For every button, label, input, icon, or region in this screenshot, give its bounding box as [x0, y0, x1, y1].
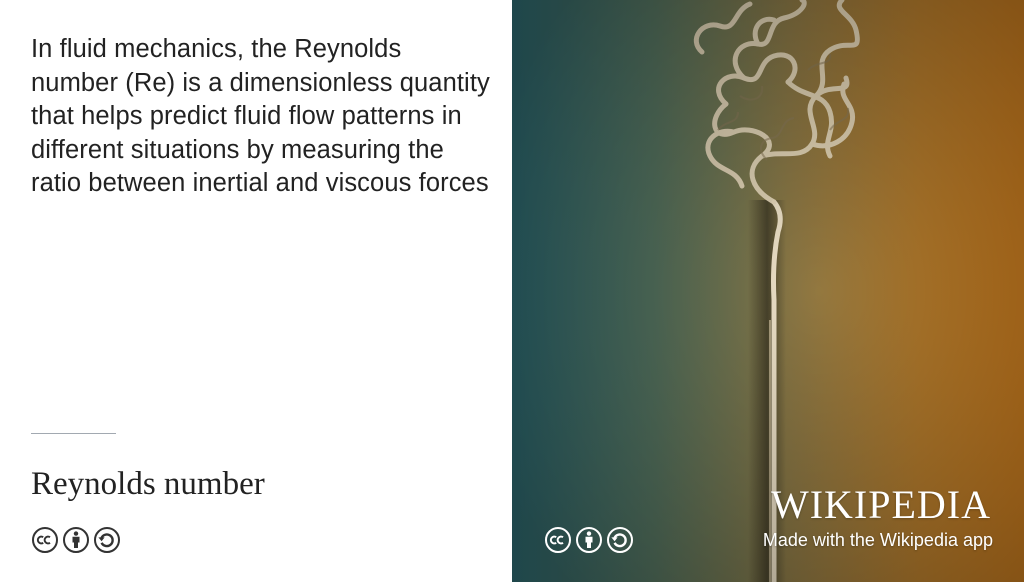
article-extract: In fluid mechanics, the Reynolds number … [31, 35, 490, 198]
license-icons [31, 526, 121, 554]
license-icons-photo [544, 526, 634, 554]
wikipedia-wordmark: WIKIPEDIA [770, 482, 991, 527]
by-attribution-icon [63, 527, 89, 553]
share-alike-icon [607, 527, 633, 553]
article-title: Reynolds number [31, 466, 265, 502]
share-alike-icon [94, 527, 120, 553]
by-attribution-icon [576, 527, 602, 553]
divider [31, 433, 116, 434]
photo-panel: WIKIPEDIA Made with the Wikipedia app [512, 0, 1024, 582]
text-panel: In fluid mechanics, the Reynolds number … [31, 35, 490, 554]
cc-icon [32, 527, 58, 553]
cc-icon [545, 527, 571, 553]
turbulent-plume-photo [512, 0, 1024, 582]
made-with-caption: Made with the Wikipedia app [762, 530, 993, 550]
